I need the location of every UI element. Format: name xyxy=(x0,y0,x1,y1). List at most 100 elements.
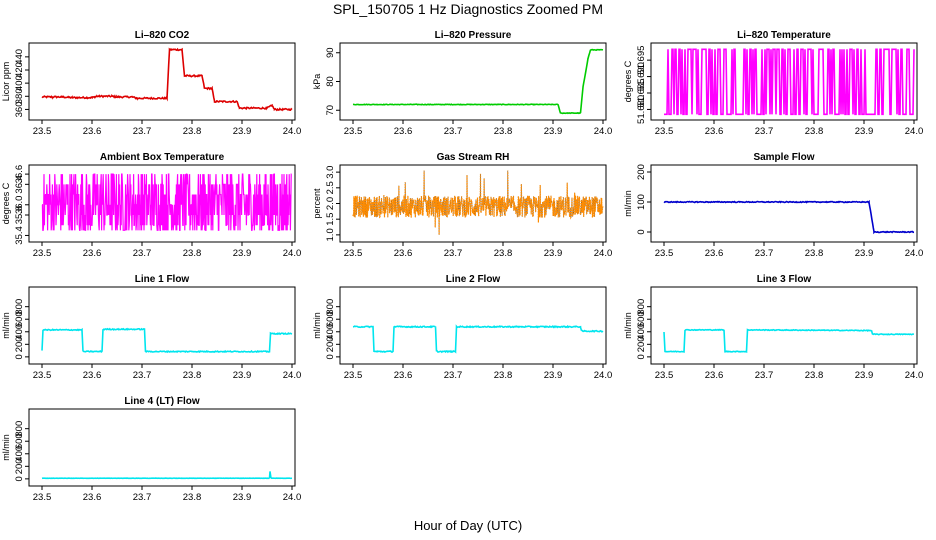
y-tick-label: 800 xyxy=(14,421,25,437)
y-tick-label: 420 xyxy=(14,62,25,78)
x-tick-label: 23.7 xyxy=(444,248,463,259)
plot-frame xyxy=(28,286,296,365)
plot-frame xyxy=(339,42,607,121)
y-tick-label: 440 xyxy=(14,49,25,65)
x-tick-label: 23.5 xyxy=(344,370,363,381)
panel-title: Line 1 Flow xyxy=(135,274,190,285)
panel-title: Ambient Box Temperature xyxy=(100,152,225,163)
x-tick-label: 23.8 xyxy=(183,370,202,381)
x-tick-label: 23.9 xyxy=(233,492,252,503)
y-tick-label: 600 xyxy=(14,433,25,449)
x-tick-label: 23.9 xyxy=(855,248,874,259)
x-tick-label: 23.6 xyxy=(705,126,724,137)
x-tick-label: 23.6 xyxy=(705,370,724,381)
y-tick-label: 200 xyxy=(636,164,647,180)
panel-0: Li–820 CO2 23.5 23.6 23.7 23.8 23.9 24.0 360380… xyxy=(1,30,301,137)
y-tick-label: 200 xyxy=(14,336,25,352)
plot-frame xyxy=(28,42,296,121)
x-tick-label: 24.0 xyxy=(283,370,302,381)
series-line xyxy=(664,48,915,116)
x-tick-label: 24.0 xyxy=(283,248,302,259)
x-tick-label: 23.8 xyxy=(183,492,202,503)
y-tick-label: 2.5 xyxy=(325,181,336,194)
panel-9: Line 4 (LT) Flow 23.5 23.6 23.7 23.8 23.9 24.0… xyxy=(1,396,301,503)
x-tick-label: 23.6 xyxy=(83,370,102,381)
x-tick-label: 23.9 xyxy=(855,370,874,381)
x-tick-label: 23.6 xyxy=(394,248,413,259)
x-tick-label: 23.7 xyxy=(133,126,152,137)
plot-frame xyxy=(339,286,607,365)
x-tick-label: 23.9 xyxy=(233,126,252,137)
x-tick-label: 23.7 xyxy=(133,248,152,259)
x-tick-label: 23.5 xyxy=(33,370,52,381)
x-tick-label: 23.7 xyxy=(755,370,774,381)
y-axis-label: kPa xyxy=(312,74,322,90)
y-tick-label: 51.690 xyxy=(636,62,647,91)
x-tick-label: 23.6 xyxy=(394,370,413,381)
y-axis-label: ml/min xyxy=(1,434,11,461)
y-tick-label: 0 xyxy=(14,476,25,481)
series-line xyxy=(352,48,604,115)
panel-4: Gas Stream RH 23.5 23.6 23.7 23.8 23.9 24.0 1.0… xyxy=(312,152,612,259)
x-tick-label: 23.5 xyxy=(33,126,52,137)
y-tick-label: 0 xyxy=(636,354,647,359)
x-tick-label: 24.0 xyxy=(594,126,613,137)
y-tick-label: 800 xyxy=(325,299,336,315)
y-tick-label: 400 xyxy=(636,324,647,340)
x-tick-label: 23.6 xyxy=(394,126,413,137)
x-tick-label: 23.9 xyxy=(855,126,874,137)
figure-title: SPL_150705 1 Hz Diagnostics Zoomed PM xyxy=(332,1,604,17)
y-tick-label: 800 xyxy=(14,299,25,315)
y-tick-label: 100 xyxy=(636,194,647,210)
y-axis-label: degrees C xyxy=(623,60,633,102)
x-tick-label: 24.0 xyxy=(594,248,613,259)
x-tick-label: 23.8 xyxy=(494,126,513,137)
x-tick-label: 23.8 xyxy=(494,370,513,381)
x-tick-label: 24.0 xyxy=(905,126,924,137)
x-tick-label: 24.0 xyxy=(905,370,924,381)
series-line xyxy=(41,173,292,231)
x-tick-label: 24.0 xyxy=(905,248,924,259)
panel-title: Line 2 Flow xyxy=(446,274,501,285)
x-tick-label: 23.9 xyxy=(233,248,252,259)
x-tick-label: 23.8 xyxy=(805,370,824,381)
x-tick-label: 23.5 xyxy=(344,126,363,137)
y-tick-label: 600 xyxy=(325,311,336,327)
y-tick-label: 70 xyxy=(325,105,336,116)
y-tick-label: 200 xyxy=(325,336,336,352)
y-tick-label: 1.0 xyxy=(325,228,336,241)
x-tick-label: 23.7 xyxy=(444,370,463,381)
x-tick-label: 23.9 xyxy=(233,370,252,381)
x-tick-label: 23.8 xyxy=(183,248,202,259)
y-tick-label: 600 xyxy=(14,311,25,327)
y-tick-label: 36.4 xyxy=(14,175,25,194)
x-tick-label: 23.5 xyxy=(655,248,674,259)
y-tick-label: 400 xyxy=(14,446,25,462)
x-axis-title: Hour of Day (UTC) xyxy=(413,518,523,533)
y-tick-label: 1.5 xyxy=(325,213,336,226)
y-tick-label: 51.685 xyxy=(636,78,647,107)
y-tick-label: 380 xyxy=(14,88,25,104)
panel-title: Li–820 CO2 xyxy=(135,30,190,41)
x-tick-label: 23.8 xyxy=(183,126,202,137)
plot-frame xyxy=(650,286,918,365)
y-axis-label: ml/min xyxy=(1,312,11,339)
y-tick-label: 51.680 xyxy=(636,95,647,124)
y-tick-label: 3.0 xyxy=(325,166,336,179)
y-tick-label: 360 xyxy=(14,101,25,117)
y-tick-label: 200 xyxy=(636,336,647,352)
y-tick-label: 51.695 xyxy=(636,46,647,75)
panel-title: Gas Stream RH xyxy=(437,152,510,163)
y-tick-label: 800 xyxy=(636,299,647,315)
panel-title: Li–820 Pressure xyxy=(435,30,512,41)
y-axis-label: ml/min xyxy=(623,312,633,339)
plot-frame xyxy=(650,164,918,243)
panel-1: Li–820 Pressure 23.5 23.6 23.7 23.8 23.9 24.0 7… xyxy=(312,30,612,137)
panel-7: Line 2 Flow 23.5 23.6 23.7 23.8 23.9 24.0 0 2004… xyxy=(312,274,612,381)
y-tick-label: 35.4 xyxy=(14,226,25,245)
x-tick-label: 23.7 xyxy=(133,492,152,503)
panel-title: Li–820 Temperature xyxy=(737,30,831,41)
y-tick-label: 35.8 xyxy=(14,206,25,225)
x-tick-label: 23.7 xyxy=(755,248,774,259)
